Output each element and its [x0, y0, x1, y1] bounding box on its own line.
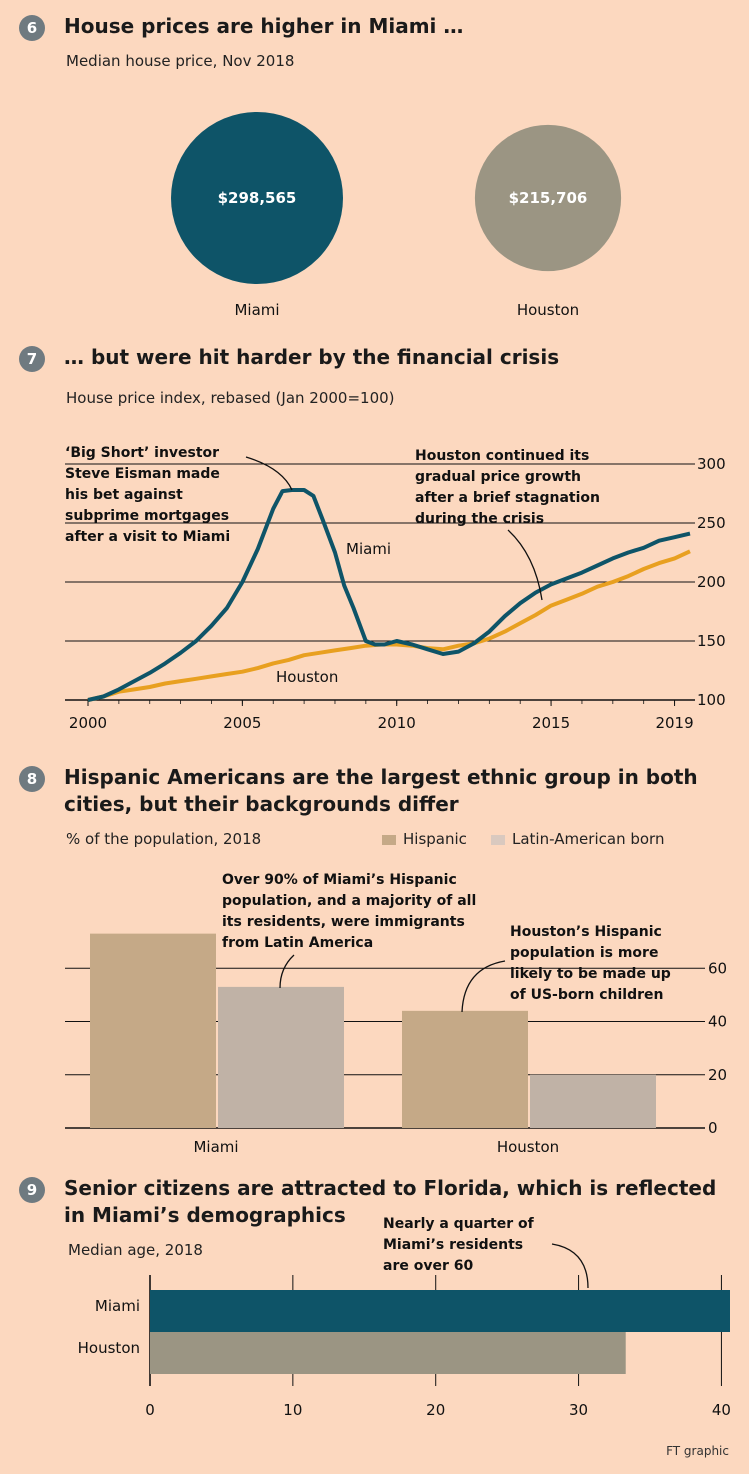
section-subtitle: House price index, rebased (Jan 2000=100…	[66, 389, 395, 407]
svg-text:after a visit to Miami: after a visit to Miami	[65, 529, 230, 545]
annotation-miami-immigrants: Over 90% of Miami’s Hispanic population,…	[222, 872, 476, 951]
svg-text:his bet against: his bet against	[65, 487, 183, 503]
x-tick-label: 2000	[69, 714, 107, 732]
bubble-value-houston: $215,706	[509, 189, 588, 207]
annotation-leader-line	[279, 954, 295, 989]
y-tick-label: 60	[708, 959, 727, 977]
category-label-houston: Houston	[78, 1339, 140, 1357]
series-line-houston	[87, 549, 691, 702]
y-tick-label: 150	[697, 632, 726, 650]
bar-latin-american-born-miami	[218, 986, 344, 1128]
section-number-badge: 7	[19, 346, 45, 372]
bar-miami	[150, 1290, 730, 1332]
svg-text:its residents, were immigrants: its residents, were immigrants	[222, 914, 465, 930]
x-tick-label: 40	[712, 1401, 731, 1419]
svg-text:‘Big Short’ investor: ‘Big Short’ investor	[65, 445, 219, 461]
x-tick-label: 2019	[655, 714, 693, 732]
annotation-houston-usborn: Houston’s Hispanic population is more li…	[510, 924, 671, 1003]
legend-item-hispanic: Hispanic	[382, 830, 467, 848]
section-title: Hispanic Americans are the largest ethni…	[64, 765, 698, 816]
svg-text:are over 60: are over 60	[383, 1258, 473, 1274]
bubble-label-miami: Miami	[234, 301, 279, 319]
series-label-miami: Miami	[346, 540, 391, 558]
svg-text:Houston continued its: Houston continued its	[415, 448, 589, 464]
svg-text:population is more: population is more	[510, 945, 658, 961]
svg-text:population, and a majority of: population, and a majority of all	[222, 893, 476, 909]
x-tick-label: 10	[283, 1401, 302, 1419]
annotation-leader-line	[551, 1243, 589, 1289]
bubble-houston	[474, 124, 622, 272]
svg-text:Houston’s Hispanic: Houston’s Hispanic	[510, 924, 662, 940]
annotation-leader-line	[507, 529, 543, 601]
x-tick-label: 2015	[532, 714, 570, 732]
annotation-miami-over-60: Nearly a quarter of Miami’s residents ar…	[383, 1216, 535, 1274]
bubble-value-miami: $298,565	[218, 189, 297, 207]
y-tick-label: 300	[697, 455, 726, 473]
y-tick-label: 250	[697, 514, 726, 532]
svg-text:likely to be made up: likely to be made up	[510, 966, 671, 982]
annotation-leader-line	[245, 456, 293, 491]
legend-label: Hispanic	[403, 830, 467, 848]
svg-text:gradual price growth: gradual price growth	[415, 469, 581, 485]
line-chart: 2000 2005 2010 2015 2019 100 150 200 250 300 Mia…	[65, 445, 726, 732]
svg-text:Over 90% of Miami’s Hispanic: Over 90% of Miami’s Hispanic	[222, 872, 457, 888]
bubble-miami	[171, 112, 343, 284]
svg-text:Miami’s residents: Miami’s residents	[383, 1237, 523, 1253]
x-tick-label: 2005	[223, 714, 261, 732]
series-line-miami	[87, 488, 691, 702]
legend-label: Latin-American born	[512, 830, 665, 848]
bar-houston	[150, 1332, 626, 1374]
y-tick-label: 200	[697, 573, 726, 591]
bubble-chart: $298,565 $215,706 Miami Houston	[171, 112, 622, 319]
bubble-label-houston: Houston	[517, 301, 579, 319]
x-tick-label: 2010	[378, 714, 416, 732]
section-subtitle: Median age, 2018	[68, 1241, 203, 1259]
section-title: Senior citizens are attracted to Florida…	[64, 1176, 717, 1227]
category-label-miami: Miami	[95, 1297, 140, 1315]
annotation-leader-line	[461, 960, 506, 1013]
bar-chart: 0 20 40 60 Miami Houston Over 90% of Miami’…	[65, 872, 727, 1156]
svg-text:from Latin America: from Latin America	[222, 935, 373, 951]
svg-text:after a brief stagnation: after a brief stagnation	[415, 490, 600, 506]
section-title: … but were hit harder by the financial c…	[64, 345, 560, 369]
annotation-houston-growth: Houston continued its gradual price grow…	[415, 448, 600, 527]
y-tick-label: 40	[708, 1013, 727, 1031]
category-label-houston: Houston	[497, 1138, 559, 1156]
y-tick-label: 100	[697, 691, 726, 709]
section-number-badge: 6	[19, 15, 45, 41]
svg-text:during the crisis: during the crisis	[415, 511, 544, 527]
y-tick-label: 0	[708, 1119, 718, 1137]
svg-text:of US-born children: of US-born children	[510, 987, 663, 1003]
series-label-houston: Houston	[276, 668, 338, 686]
bar-hispanic-houston	[402, 1010, 528, 1128]
bar-hispanic-miami	[90, 933, 216, 1128]
x-tick-label: 30	[569, 1401, 588, 1419]
section-number-badge: 8	[19, 766, 45, 792]
svg-text:Nearly a quarter of: Nearly a quarter of	[383, 1216, 535, 1232]
legend-item-latam-born: Latin-American born	[491, 830, 664, 848]
horizontal-bar-chart: 0 10 20 30 40 Miami Houston Nearly a quarter…	[78, 1216, 731, 1419]
section-subtitle: Median house price, Nov 2018	[66, 52, 295, 70]
category-label-miami: Miami	[193, 1138, 238, 1156]
bar-latin-american-born-houston	[530, 1074, 656, 1128]
svg-text:Steve Eisman made: Steve Eisman made	[65, 466, 220, 482]
legend-swatch	[491, 834, 505, 845]
legend-swatch	[382, 834, 396, 845]
x-tick-label: 0	[145, 1401, 155, 1419]
annotation-big-short: ‘Big Short’ investor Steve Eisman made h…	[65, 445, 230, 545]
section-title: House prices are higher in Miami …	[64, 14, 464, 38]
section-number-badge: 9	[19, 1177, 45, 1203]
section-subtitle: % of the population, 2018	[66, 830, 262, 848]
svg-text:subprime mortgages: subprime mortgages	[65, 508, 229, 524]
x-tick-label: 20	[426, 1401, 445, 1419]
y-tick-label: 20	[708, 1066, 727, 1084]
footer-credit: FT graphic	[666, 1444, 729, 1458]
